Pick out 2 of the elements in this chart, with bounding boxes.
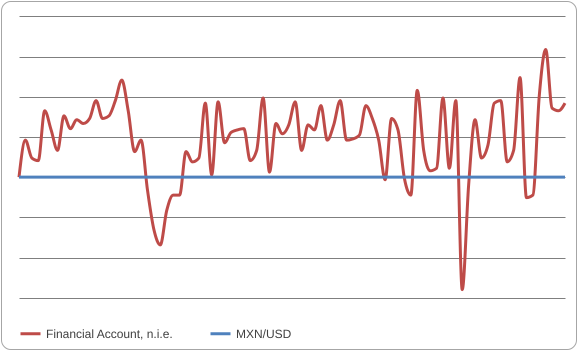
- legend-label: Financial Account, n.i.e.: [46, 326, 173, 341]
- legend-label: MXN/USD: [236, 326, 292, 341]
